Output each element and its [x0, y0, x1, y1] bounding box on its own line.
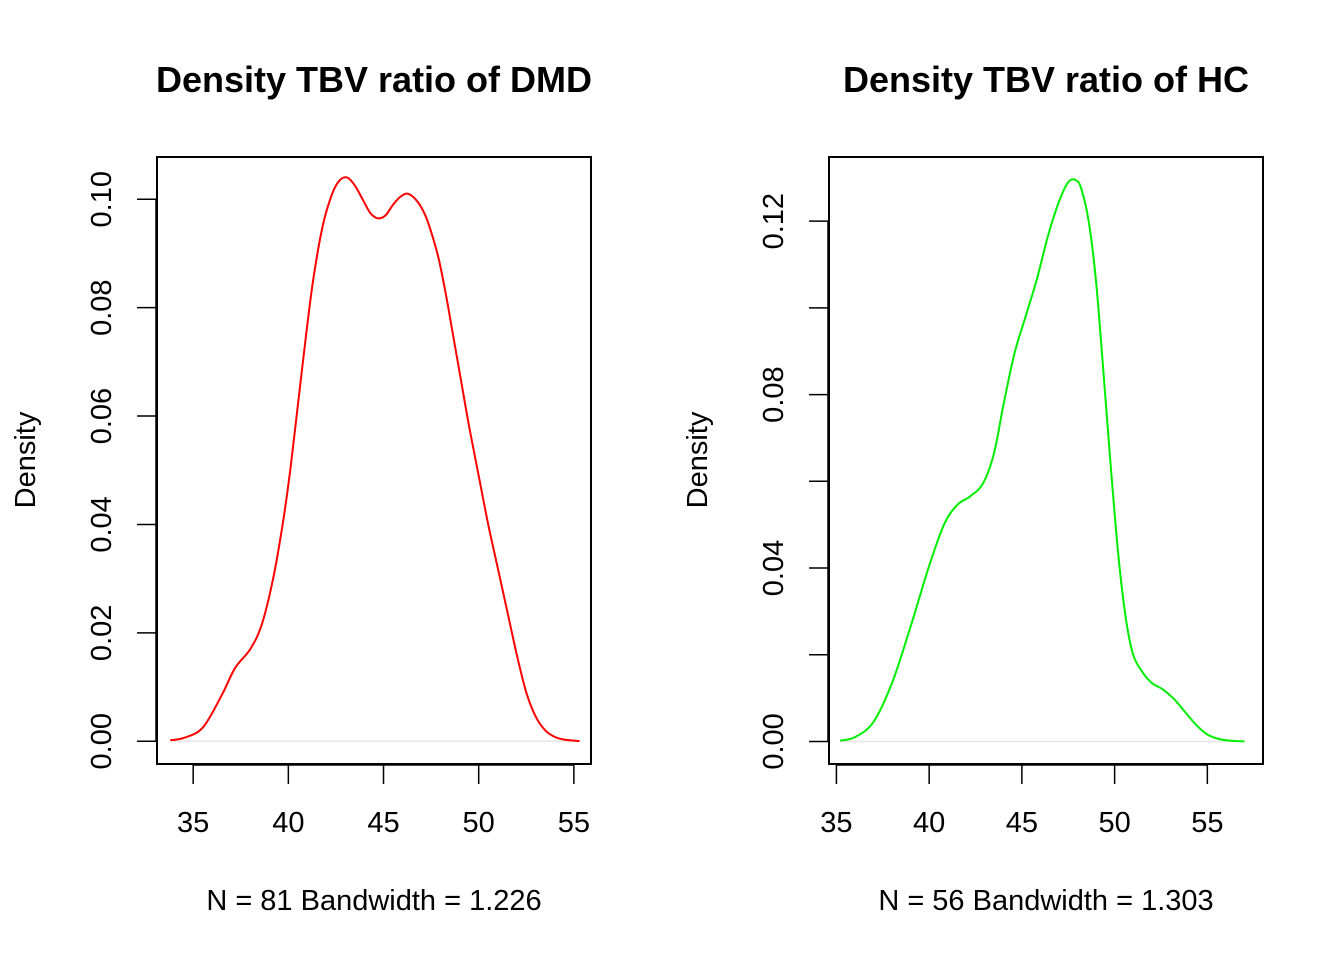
y-tick-label: 0.00 — [758, 713, 790, 769]
y-axis: 0.00 0.02 0.04 0.06 0.08 0.10 — [86, 171, 157, 769]
y-tick-label: 0.10 — [86, 171, 118, 227]
x-tick-label: 50 — [463, 807, 495, 839]
chart-title: Density TBV ratio of HC — [843, 59, 1249, 100]
y-axis-label: Density — [682, 411, 714, 508]
plot-frame — [156, 156, 592, 765]
density-curve — [170, 176, 580, 743]
x-tick-label: 50 — [1098, 807, 1130, 839]
x-tick-label: 40 — [913, 807, 945, 839]
x-axis-label: N = 81 Bandwidth = 1.226 — [206, 885, 541, 917]
x-axis-label: N = 56 Bandwidth = 1.303 — [878, 885, 1213, 917]
x-tick-label: 45 — [1006, 807, 1038, 839]
x-tick-label: 35 — [820, 807, 852, 839]
plot-area — [839, 178, 1245, 743]
y-tick-label: 0.04 — [758, 540, 790, 596]
y-tick-label: 0.02 — [86, 605, 118, 661]
x-tick-label: 55 — [1191, 807, 1223, 839]
x-axis: 35 40 45 50 55 — [177, 764, 590, 839]
density-curve — [839, 178, 1245, 743]
plot-area — [170, 176, 580, 743]
y-tick-label: 0.08 — [86, 279, 118, 335]
x-tick-label: 45 — [367, 807, 399, 839]
y-tick-label: 0.12 — [758, 193, 790, 249]
panel-hc: Density TBV ratio of HC 35 40 45 50 55 0.000… — [682, 59, 1264, 917]
y-axis: 0.00 0.04 0.08 0.12 — [758, 193, 829, 770]
y-tick-label: 0.08 — [758, 366, 790, 422]
y-tick-label: 0.04 — [86, 496, 118, 552]
y-axis-label: Density — [10, 411, 42, 508]
y-tick-label: 0.00 — [86, 713, 118, 769]
x-axis: 35 40 45 50 55 — [820, 764, 1223, 839]
y-tick-label: 0.06 — [86, 388, 118, 444]
plot-frame — [828, 156, 1264, 765]
x-tick-label: 40 — [272, 807, 304, 839]
chart-title: Density TBV ratio of DMD — [156, 59, 592, 100]
x-tick-label: 55 — [558, 807, 590, 839]
panel-dmd: Density TBV ratio of DMD 35 40 45 50 55 0.00… — [10, 59, 592, 917]
x-tick-label: 35 — [177, 807, 209, 839]
